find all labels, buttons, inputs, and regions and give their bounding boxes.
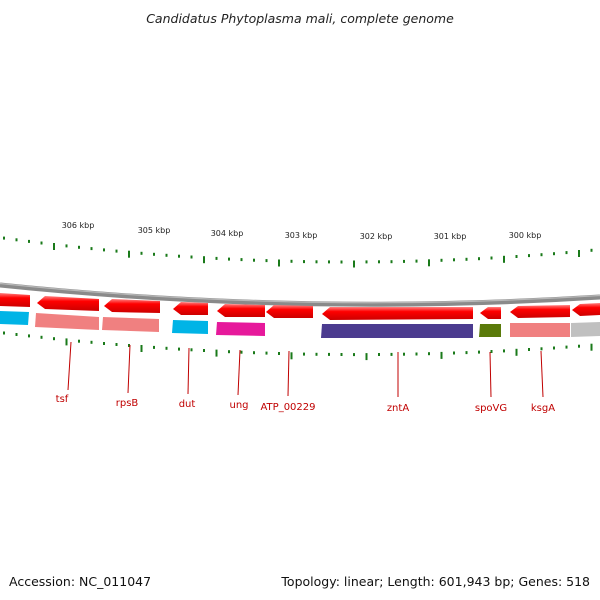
inner-tick-ring [3, 331, 593, 361]
cog-block-gray [571, 322, 600, 337]
gene-leaders [67, 341, 544, 398]
cds-track [0, 293, 600, 320]
leader-line [489, 351, 492, 398]
scale-label-302: 302 kbp [360, 232, 393, 241]
gene-label-ksga: ksgA [531, 403, 555, 414]
cog-block-salmon [510, 323, 570, 337]
gene-labels: tsf rpsB dut ung ATP_00229 zntA spoVG ks… [56, 394, 556, 414]
leader-line [287, 350, 290, 397]
cds-arrow [217, 304, 265, 317]
cog-block-olive [479, 324, 501, 337]
scale-label-305: 305 kbp [138, 226, 171, 235]
gene-label-atp00229: ATP_00229 [260, 402, 315, 413]
cds-arrow [37, 296, 99, 311]
cog-block-cyan [172, 320, 208, 334]
map-title: Candidatus Phytoplasma mali, complete ge… [146, 11, 454, 26]
cog-block-indigo [321, 324, 473, 338]
cds-arrow [572, 303, 600, 316]
topology-text: Topology: linear; Length: 601,943 bp; Ge… [280, 574, 590, 589]
cds-arrow [173, 302, 208, 315]
leader-line [237, 349, 241, 396]
cog-block-cyan [0, 311, 29, 325]
cds-arrow [480, 307, 501, 319]
scale-labels: 306 kbp 305 kbp 304 kbp 303 kbp 302 kbp … [62, 221, 542, 241]
cog-block-magenta [216, 322, 265, 336]
gene-label-rpsb: rpsB [116, 398, 139, 409]
gene-label-ung: ung [229, 400, 248, 411]
genome-backbone-highlight [0, 282, 600, 304]
scale-label-300: 300 kbp [509, 231, 542, 240]
cog-track [0, 311, 600, 338]
gene-label-tsf: tsf [56, 394, 69, 405]
scale-label-303: 303 kbp [285, 231, 318, 240]
gene-label-spovg: spoVG [475, 403, 507, 414]
cds-arrow [510, 305, 570, 318]
leader-line [540, 350, 544, 398]
accession-text: Accession: NC_011047 [9, 574, 151, 589]
scale-label-306: 306 kbp [62, 221, 95, 230]
cds-arrow [0, 293, 30, 307]
gene-label-dut: dut [179, 399, 196, 410]
cog-block-salmon [35, 313, 99, 330]
leader-line [67, 341, 72, 391]
leader-line [127, 344, 131, 394]
scale-label-301: 301 kbp [434, 232, 467, 241]
leader-line [187, 347, 190, 395]
scale-label-304: 304 kbp [211, 229, 244, 238]
cds-arrow [104, 299, 160, 313]
gene-label-znta: zntA [387, 403, 410, 414]
cds-arrow [322, 307, 473, 320]
outer-tick-ring [3, 236, 593, 268]
genome-backbone [0, 282, 600, 307]
cog-block-salmon [102, 317, 159, 332]
cds-arrow [266, 305, 313, 318]
